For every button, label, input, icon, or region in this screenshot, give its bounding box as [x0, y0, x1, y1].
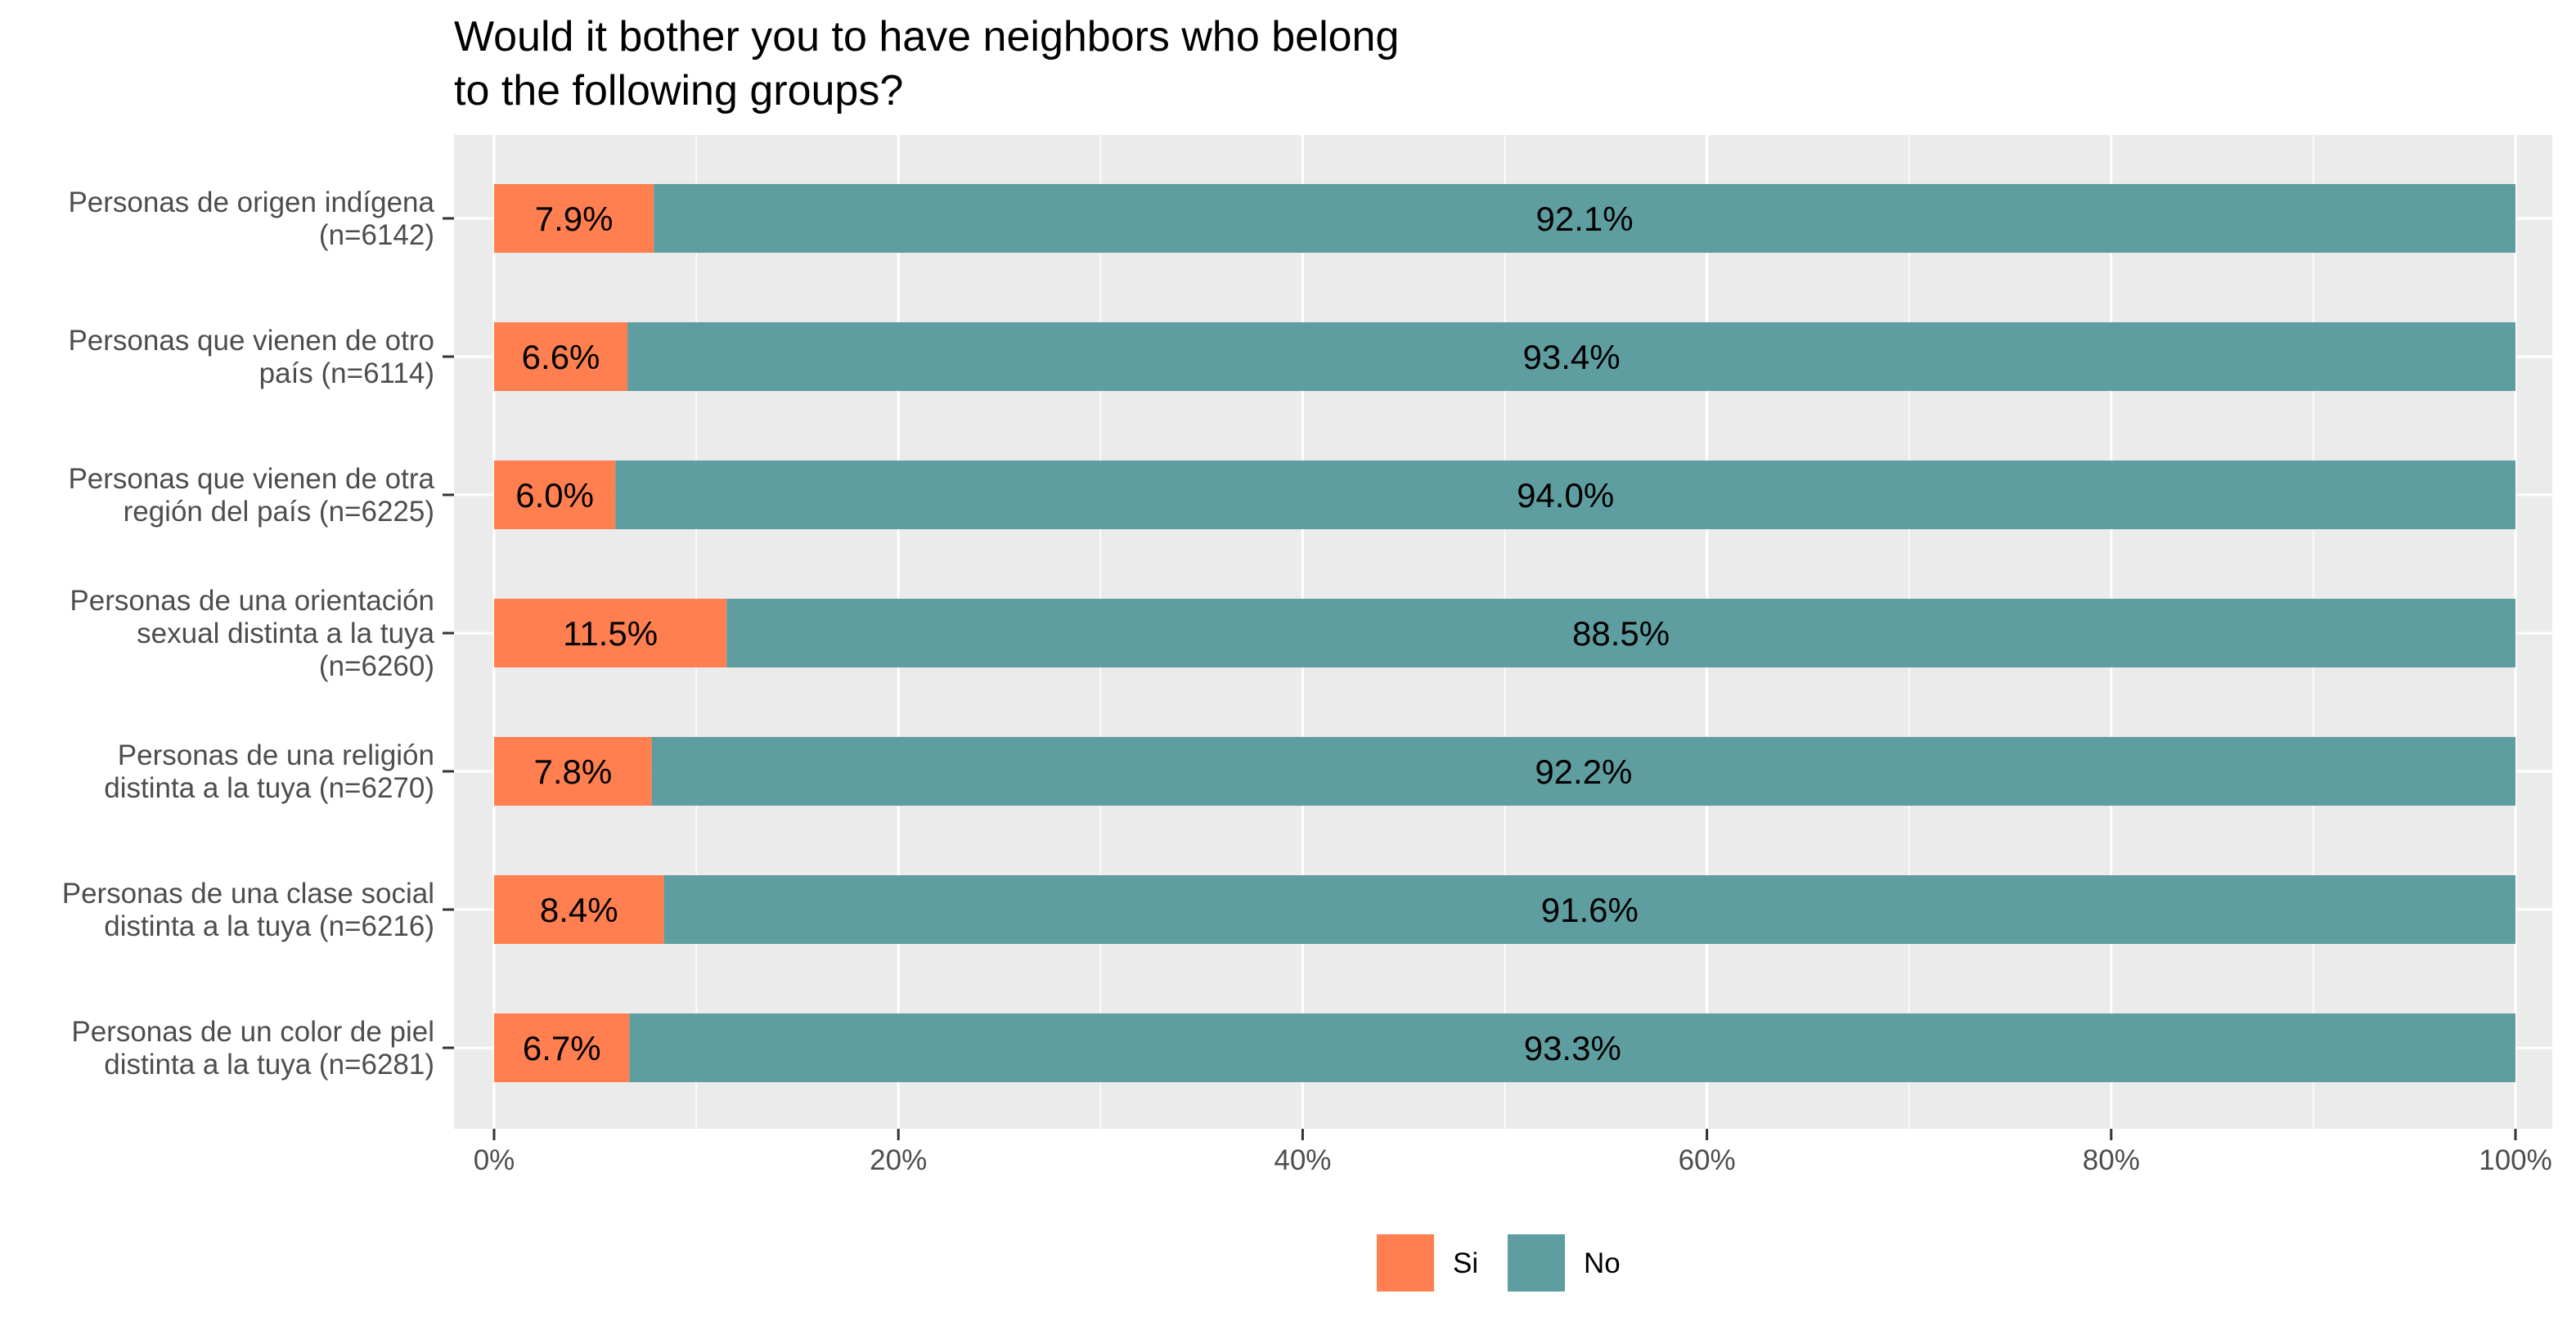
data-label-no: 88.5%	[1572, 614, 1670, 653]
category-label-line: distinta a la tuya (n=6270)	[104, 772, 434, 804]
x-axis: 0% 20% 40% 60% 80% 100%	[474, 1129, 2552, 1176]
x-tick-label: 40%	[1274, 1144, 1331, 1176]
category-label-line: (n=6142)	[319, 219, 434, 251]
category-label-line: distinta a la tuya (n=6281)	[104, 1049, 434, 1081]
bar-si	[494, 184, 654, 253]
category-label-line: país (n=6114)	[259, 357, 434, 389]
data-label-si: 6.6%	[522, 338, 600, 376]
category-label: Personas que vienen de otra región del pa…	[68, 463, 434, 528]
chart-title-line-1: Would it bother you to have neighbors wh…	[454, 13, 1399, 61]
category-label-line: Personas de origen indígena	[68, 186, 434, 218]
bar-si	[494, 875, 664, 944]
category-label-line: región del país (n=6225)	[124, 496, 434, 528]
bar-si	[494, 599, 727, 667]
bar-si	[494, 737, 652, 806]
bar-no	[651, 737, 2515, 806]
legend-key-si	[1375, 1233, 1436, 1293]
legend-label-si: Si	[1453, 1247, 1478, 1279]
category-label: Personas de una clase social distinta a l…	[62, 878, 434, 942]
category-label-line: distinta a la tuya (n=6216)	[104, 910, 434, 942]
category-label-line: Personas que vienen de otra	[68, 463, 434, 495]
bar-si	[494, 461, 616, 529]
data-label-si: 7.8%	[534, 753, 613, 791]
data-label-no: 92.1%	[1536, 200, 1634, 238]
category-label: Personas que vienen de otro país (n=6114)	[68, 325, 434, 389]
bar-no	[663, 875, 2516, 944]
data-label-no: 92.2%	[1535, 753, 1632, 791]
x-tick-label: 80%	[2083, 1144, 2140, 1176]
category-label-line: Personas de una religión	[118, 739, 434, 771]
bars: 7.9% 92.1% 6.6% 93.4% 6.0% 94.0% 11.5% 88.5% 7.8…	[494, 184, 2516, 1082]
bar-no	[726, 599, 2515, 667]
data-label-si: 6.7%	[523, 1029, 601, 1067]
x-tick-label: 0%	[474, 1144, 515, 1176]
x-tick-label: 60%	[1679, 1144, 1736, 1176]
category-label: Personas de un color de piel distinta a l…	[71, 1016, 434, 1081]
chart-title-line-2: to the following groups?	[454, 67, 903, 115]
bar-si	[494, 1013, 630, 1082]
y-axis-labels: Personas de origen indígena (n=6142)Perso…	[62, 186, 454, 1081]
legend-key-no	[1506, 1233, 1567, 1293]
bar-no	[629, 1013, 2515, 1082]
legend-label-no: No	[1584, 1247, 1621, 1279]
category-label: Personas de una orientación sexual distin…	[70, 585, 434, 682]
bar-no	[615, 461, 2515, 529]
category-label-line: Personas de una clase social	[62, 878, 434, 910]
bar-no	[654, 184, 2515, 253]
x-tick-label: 20%	[870, 1144, 927, 1176]
chart-title: Would it bother you to have neighbors wh…	[454, 13, 1411, 115]
data-label-si: 11.5%	[563, 614, 658, 653]
data-label-si: 6.0%	[515, 476, 594, 514]
bar-si	[494, 322, 628, 391]
legend: Si No	[1375, 1233, 1621, 1293]
data-label-si: 8.4%	[540, 891, 618, 929]
bar-no	[627, 322, 2516, 391]
data-label-si: 7.9%	[535, 200, 614, 238]
category-label-line: Personas de una orientación	[70, 585, 434, 617]
data-label-no: 93.3%	[1524, 1029, 1621, 1067]
category-label-line: (n=6260)	[319, 650, 434, 682]
category-label-line: sexual distinta a la tuya	[137, 618, 434, 649]
data-label-no: 93.4%	[1522, 338, 1620, 376]
category-label-line: Personas que vienen de otro	[68, 325, 434, 357]
data-label-no: 94.0%	[1517, 476, 1614, 514]
category-label: Personas de una religión distinta a la tu…	[104, 739, 434, 804]
data-label-no: 91.6%	[1541, 891, 1639, 929]
x-tick-label: 100%	[2479, 1144, 2552, 1176]
category-label: Personas de origen indígena (n=6142)	[68, 186, 434, 251]
category-label-line: Personas de un color de piel	[71, 1016, 434, 1048]
